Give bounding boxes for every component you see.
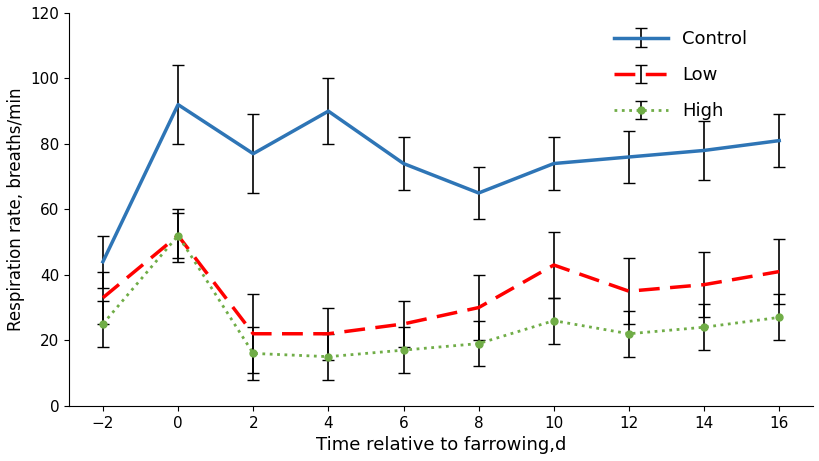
Legend: Control, Low, High: Control, Low, High [613, 30, 747, 120]
Y-axis label: Respiration rate, breaths/min: Respiration rate, breaths/min [7, 88, 25, 331]
X-axis label: Time relative to farrowing,d: Time relative to farrowing,d [315, 436, 566, 454]
